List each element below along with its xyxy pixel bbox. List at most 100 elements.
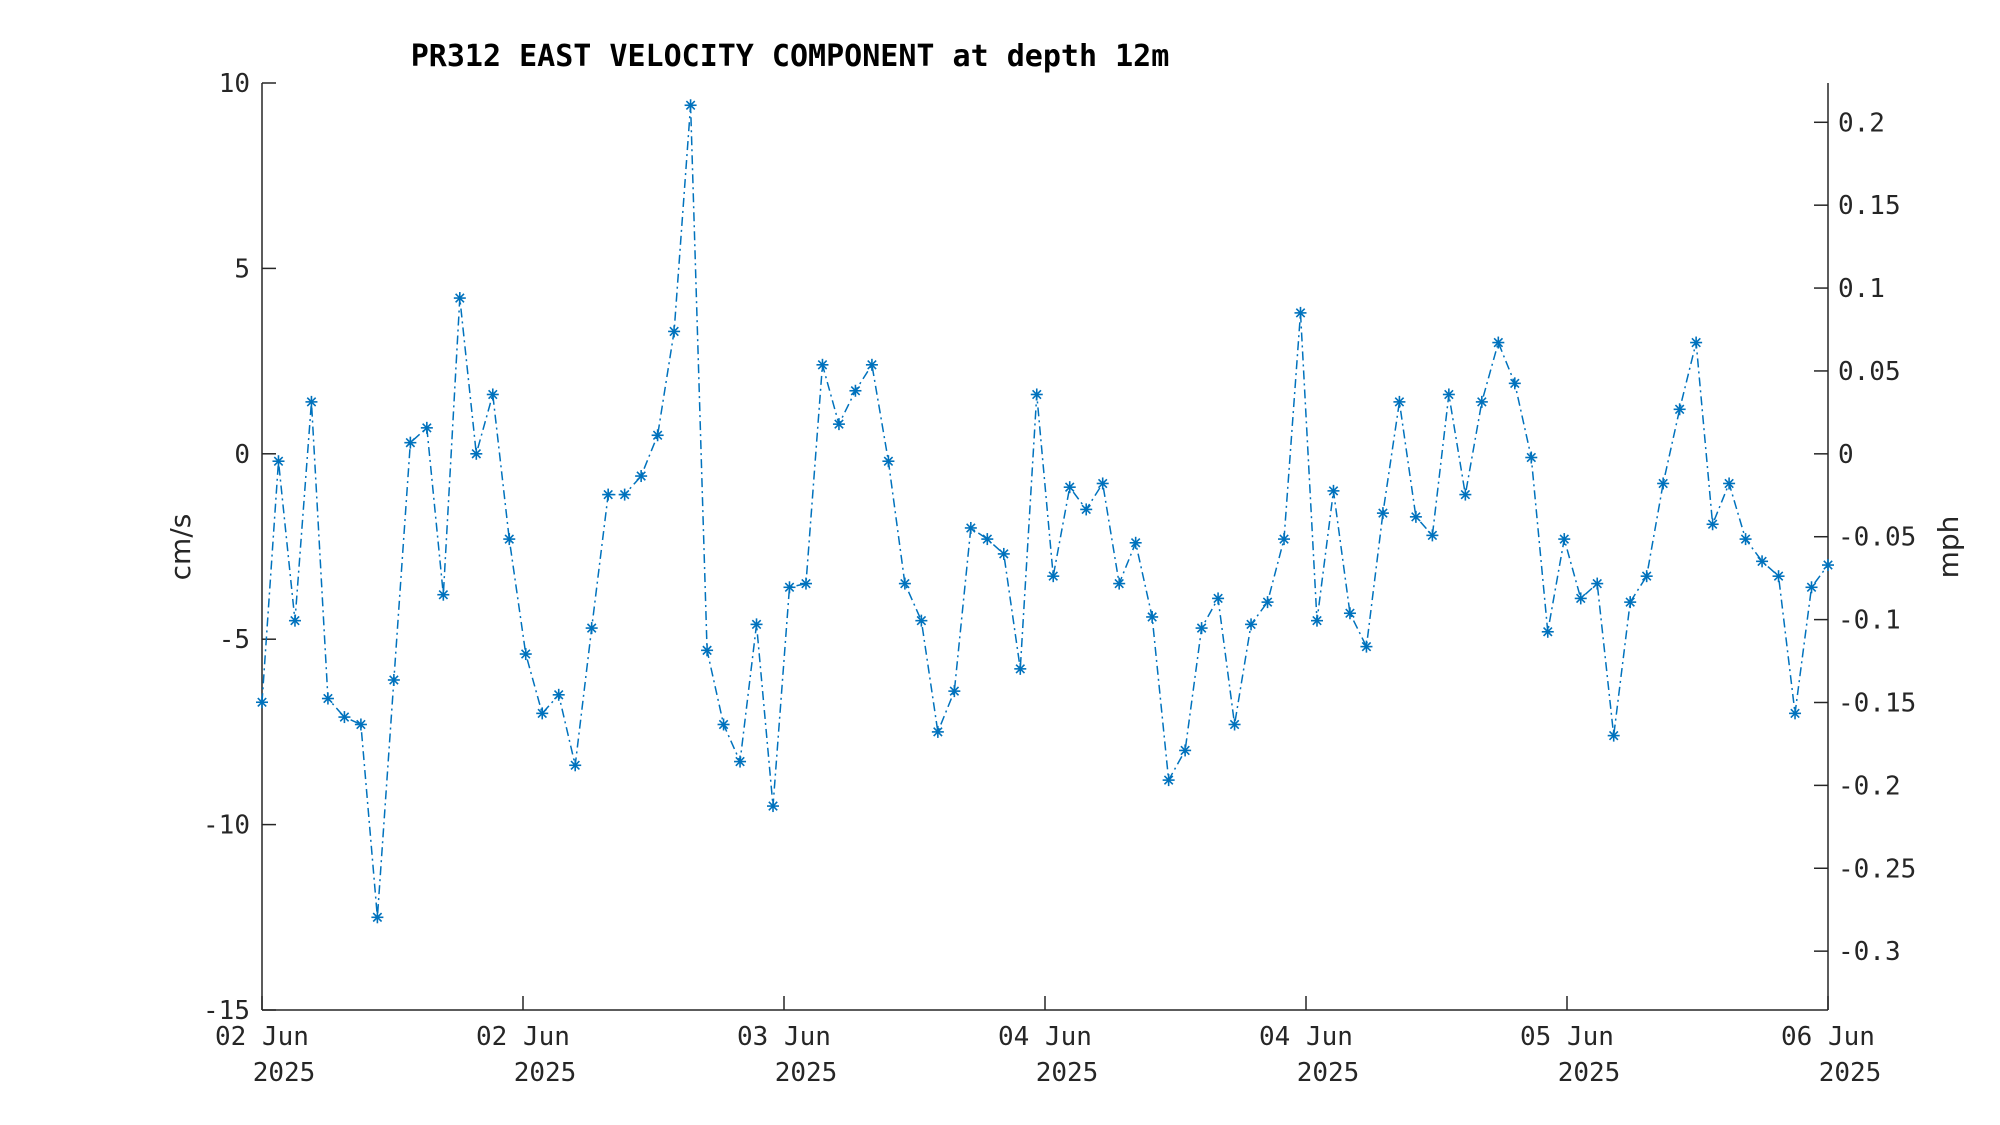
data-point — [371, 911, 384, 924]
data-point — [453, 292, 466, 305]
data-point — [1690, 336, 1703, 349]
x-tick-label-day: 04 Jun — [998, 1022, 1092, 1052]
data-point — [1442, 388, 1455, 401]
data-point — [1541, 625, 1554, 638]
data-point — [1047, 570, 1060, 583]
data-point — [734, 755, 747, 768]
data-point — [1640, 570, 1653, 583]
data-point — [503, 533, 516, 546]
data-point — [701, 644, 714, 657]
data-point — [519, 648, 532, 661]
chart-title: PR312 EAST VELOCITY COMPONENT at depth 1… — [411, 39, 1170, 74]
data-point — [964, 521, 977, 534]
data-point — [305, 395, 318, 408]
data-point — [1261, 596, 1274, 609]
series-markers — [256, 99, 1834, 924]
data-point — [536, 707, 549, 720]
y2-tick-label: 0.1 — [1838, 274, 1885, 304]
data-point — [552, 688, 565, 701]
data-point — [1063, 481, 1076, 494]
data-point — [1706, 518, 1719, 531]
data-point — [1574, 592, 1587, 605]
data-point — [750, 618, 763, 631]
x-tick-label-day: 02 Jun — [476, 1022, 570, 1052]
data-point — [783, 581, 796, 594]
y2-tick-label: -0.2 — [1838, 771, 1901, 801]
data-point — [1789, 707, 1802, 720]
data-point — [420, 421, 433, 434]
data-point — [1459, 488, 1472, 501]
data-point — [1376, 507, 1389, 520]
data-point — [1162, 774, 1175, 787]
data-point — [651, 429, 664, 442]
data-point — [1591, 577, 1604, 590]
series-line — [261, 105, 1829, 918]
x-tick-label-year: 2025 — [1036, 1058, 1099, 1088]
data-point — [585, 622, 598, 635]
data-point — [816, 358, 829, 371]
data-point — [338, 711, 351, 724]
data-point — [272, 455, 285, 468]
data-point — [981, 533, 994, 546]
y2-tick-label: 0.2 — [1838, 108, 1885, 138]
y2-tick-label: -0.1 — [1838, 606, 1901, 636]
data-point — [1129, 536, 1142, 549]
x-tick-label-year: 2025 — [514, 1058, 577, 1088]
data-point — [882, 455, 895, 468]
data-point — [1409, 510, 1422, 523]
data-point — [635, 470, 648, 483]
data-point — [1475, 395, 1488, 408]
data-point — [1508, 377, 1521, 390]
y2-tick-label: 0.15 — [1838, 191, 1901, 221]
data-point — [1014, 662, 1027, 675]
data-point — [1030, 388, 1043, 401]
data-point — [1426, 529, 1439, 542]
data-point — [1096, 477, 1109, 490]
data-point — [1327, 484, 1340, 497]
data-point — [1228, 718, 1241, 731]
data-point — [767, 800, 780, 813]
data-point — [1393, 395, 1406, 408]
data-point — [404, 436, 417, 449]
data-point — [1657, 477, 1670, 490]
data-point — [1822, 559, 1834, 572]
axes-frame — [261, 83, 1829, 1011]
x-tick-label-day: 02 Jun — [215, 1022, 309, 1052]
data-point — [1756, 555, 1769, 568]
data-point — [1278, 533, 1291, 546]
data-point — [1146, 610, 1159, 623]
data-point — [1310, 614, 1323, 627]
data-point — [1624, 596, 1637, 609]
data-point — [1343, 607, 1356, 620]
data-point — [437, 588, 450, 601]
y2-tick-label: -0.3 — [1838, 937, 1901, 967]
data-point — [849, 384, 862, 397]
y-axis-label: cm/s — [164, 514, 197, 581]
data-point — [486, 388, 499, 401]
x-tick-label-year: 2025 — [775, 1058, 838, 1088]
y-tick-label: -5 — [219, 625, 250, 655]
y-tick-label: 5 — [234, 254, 250, 284]
data-point — [1492, 336, 1505, 349]
data-point — [1360, 640, 1373, 653]
data-point — [1195, 622, 1208, 635]
data-point — [1179, 744, 1192, 757]
x-tick-label-year: 2025 — [1558, 1058, 1621, 1088]
data-point — [948, 685, 961, 698]
y2-tick-label: 0.05 — [1838, 357, 1901, 387]
right-y-ticks: 0.2 0.15 0.1 0.05 0 -0.05 -0.1 -0.15 -0.2 -0.25 -0… — [1814, 108, 1916, 967]
data-point — [1245, 618, 1258, 631]
data-point — [470, 447, 483, 460]
data-point — [717, 718, 730, 731]
x-tick-label-day: 04 Jun — [1259, 1022, 1353, 1052]
data-point — [1080, 503, 1093, 516]
data-point — [618, 488, 631, 501]
data-point — [387, 673, 400, 686]
data-point — [931, 725, 944, 738]
data-point — [288, 614, 301, 627]
y2-tick-label: 0 — [1838, 440, 1854, 470]
x-tick-label-year: 2025 — [253, 1058, 316, 1088]
data-point — [1805, 581, 1818, 594]
data-point — [898, 577, 911, 590]
data-point — [1212, 592, 1225, 605]
